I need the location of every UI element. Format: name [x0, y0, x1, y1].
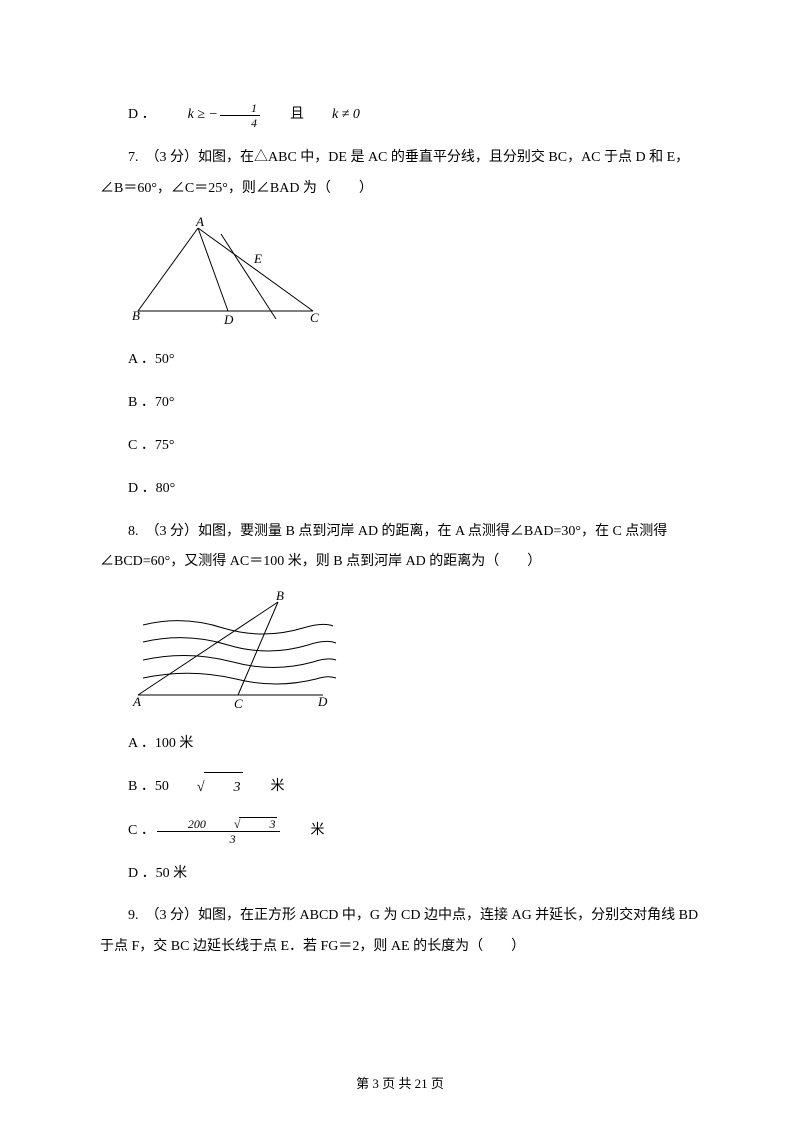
- q8-lbl-c: C: [234, 696, 243, 710]
- q9-stem: 9. （3 分）如图，在正方形 ABCD 中，G 为 CD 边中点，连接 AG …: [100, 901, 700, 963]
- q8-b-rad: 3: [204, 772, 243, 804]
- q7-option-c: C ．75°: [100, 431, 700, 462]
- q7-option-b: B ．70°: [100, 388, 700, 419]
- q7-lbl-d: D: [223, 312, 234, 326]
- q6-d-frac: 1 4: [220, 102, 260, 129]
- q6-d-mid: 且: [262, 100, 304, 131]
- q6-option-d: D ． k ≥ − 1 4 且 k ≠ 0: [100, 100, 700, 131]
- q8-option-d: D ．50 米: [100, 859, 700, 890]
- q8-c-sqrt: 3: [206, 817, 278, 830]
- q8-option-c: C ． 2003 3 米: [100, 816, 700, 847]
- q8-c-suffix: 米: [282, 816, 324, 847]
- q7-figure: A B C D E: [128, 216, 700, 331]
- q7-lbl-e: E: [253, 251, 262, 266]
- q8-lbl-a: A: [132, 694, 141, 709]
- q7-option-d: D ．80°: [100, 474, 700, 505]
- q8-b-prefix: B ．50: [100, 772, 169, 803]
- q6-d-frac-num: 1: [220, 102, 260, 116]
- q8-c-num: 2003: [157, 817, 281, 832]
- q8-b-sqrt: 3: [169, 772, 243, 804]
- q7-lbl-c: C: [310, 310, 319, 325]
- page-footer: 第 3 页 共 21 页: [0, 1073, 800, 1092]
- q7-option-a: A ．50°: [100, 345, 700, 376]
- q8-c-num-rad: 3: [239, 817, 277, 830]
- q8-option-b: B ．50 3 米: [100, 772, 700, 804]
- q6-d-right: k ≠ 0: [304, 100, 360, 131]
- q8-stem: 8. （3 分）如图，要测量 B 点到河岸 AD 的距离，在 A 点测得∠BAD…: [100, 517, 700, 579]
- exam-page: D ． k ≥ − 1 4 且 k ≠ 0 7. （3 分）如图，在△ABC 中…: [0, 0, 800, 1015]
- q8-c-num-left: 200: [188, 817, 206, 831]
- q8-c-den: 3: [157, 832, 281, 845]
- q6-d-left: k ≥ −: [160, 100, 218, 131]
- q8-option-a: A ．100 米: [100, 729, 700, 760]
- q7-lbl-b: B: [132, 308, 140, 323]
- q6-d-frac-den: 4: [220, 116, 260, 129]
- q8-b-suffix: 米: [243, 772, 285, 803]
- q8-c-frac: 2003 3: [157, 817, 281, 845]
- q8-lbl-b: B: [276, 590, 284, 603]
- q6-d-label: D ．: [100, 100, 156, 131]
- q8-c-prefix: C ．: [100, 816, 155, 847]
- q8-figure: A B C D: [128, 590, 700, 715]
- q7-stem: 7. （3 分）如图，在△ABC 中，DE 是 AC 的垂直平分线，且分别交 B…: [100, 143, 700, 205]
- q8-lbl-d: D: [317, 694, 328, 709]
- q7-lbl-a: A: [195, 216, 204, 229]
